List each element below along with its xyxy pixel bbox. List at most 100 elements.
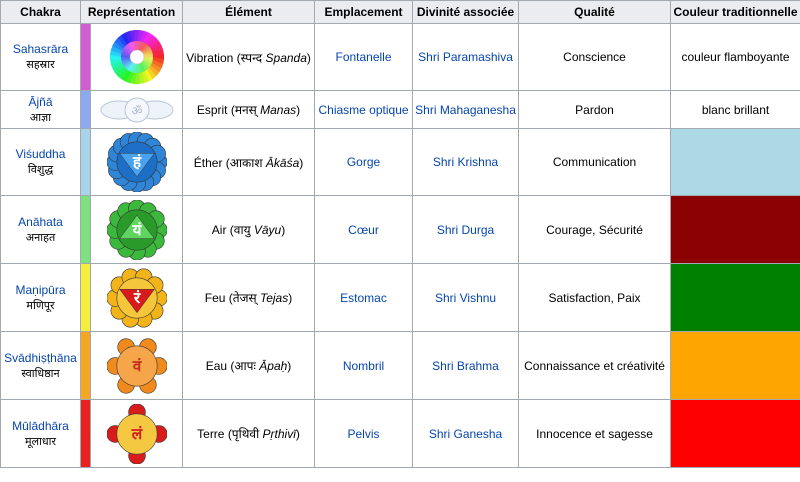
deity-cell: Shri Durga: [412, 195, 520, 264]
table-row: Sahasrāra सहस्रार Vibration (स्पन्द Spanda…: [0, 23, 800, 91]
svg-text:वं: वं: [131, 357, 142, 375]
chakra-devanagari: अनाहत: [25, 230, 56, 244]
element-close: ): [306, 50, 311, 65]
chakra-table: Chakra Représentation Élément Emplacemen…: [0, 0, 800, 468]
element-text: Éther (आकाश: [193, 155, 266, 170]
element-text: Terre (पृथिवी: [197, 427, 263, 441]
location-cell: Pelvis: [314, 399, 414, 468]
traditional-color-cell: blanc brillant: [670, 90, 800, 129]
element-sanskrit: Āpaḥ: [259, 359, 288, 373]
element-close: ): [287, 359, 292, 373]
location-link[interactable]: Nombril: [342, 358, 385, 373]
element-text: Esprit (मनस्: [196, 103, 261, 117]
chakra-name-cell: Svādhiṣṭhāna स्वाधिष्ठान: [0, 331, 81, 400]
table-row: Anāhata अनाहत यं Air (वायु Vāyu) Cœur Shri Du…: [0, 195, 800, 264]
sahasrara-lotus-icon[interactable]: [92, 27, 182, 87]
chakra-name-link[interactable]: Viśuddha: [15, 147, 66, 161]
chakra-name-link[interactable]: Ājñā: [28, 94, 53, 109]
element-sanskrit: Ākāśa: [265, 155, 300, 170]
chakra-color-strip: [80, 128, 91, 196]
traditional-color-cell: [670, 263, 800, 332]
element-close: ): [299, 155, 304, 170]
svg-text:लं: लं: [130, 425, 142, 443]
svg-text:यं: यं: [131, 221, 142, 239]
quality-cell: Communication: [518, 128, 672, 196]
table-row: Mūlādhāra मूलाधार लं Terre (पृथिवी Pṛthivī)…: [0, 399, 800, 468]
chakra-devanagari: स्वाधिष्ठान: [21, 366, 60, 380]
deity-cell: Shri Vishnu: [412, 263, 520, 332]
chakra-name-link[interactable]: Mūlādhāra: [12, 418, 69, 433]
deity-cell: Shri Paramashiva: [412, 23, 520, 91]
deity-link[interactable]: Shri Vishnu: [434, 290, 497, 305]
element-cell: Air (वायु Vāyu): [182, 195, 316, 264]
chakra-name-link[interactable]: Svādhiṣṭhāna: [4, 350, 77, 365]
quality-cell: Courage, Sécurité: [518, 195, 672, 264]
location-cell: Gorge: [314, 128, 414, 196]
chakra-name-cell: Viśuddha विशुद्ध: [0, 128, 81, 196]
chakra-color-strip: [80, 263, 91, 332]
deity-link[interactable]: Shri Durga: [436, 222, 495, 237]
svg-text:ॐ: ॐ: [131, 104, 142, 118]
element-sanskrit: Tejas: [259, 291, 289, 305]
element-sanskrit: Spanda: [265, 50, 307, 65]
quality-cell: Connaissance et créativité: [518, 331, 672, 400]
chakra-name-link[interactable]: Anāhata: [18, 214, 63, 229]
header-chakra: Chakra: [0, 0, 81, 24]
element-text: Eau (आपः: [205, 359, 260, 373]
header-color: Couleur traditionnelle: [670, 0, 800, 24]
traditional-color-cell: [670, 195, 800, 264]
element-cell: Éther (आकाश Ākāśa): [182, 128, 316, 196]
element-close: ): [295, 427, 300, 441]
svadhisthana-lotus-icon[interactable]: वं: [92, 336, 182, 396]
location-link[interactable]: Estomac: [340, 290, 387, 305]
element-cell: Terre (पृथिवी Pṛthivī): [182, 399, 316, 468]
chakra-name-link[interactable]: Maṇipūra: [15, 282, 66, 297]
manipura-lotus-icon[interactable]: रं: [92, 268, 182, 328]
deity-link[interactable]: Shri Krishna: [432, 155, 499, 169]
chakra-name-cell: Ājñā आज्ञा: [0, 90, 81, 129]
element-text: Feu (तेजस्: [204, 291, 260, 305]
traditional-color-cell: [670, 399, 800, 468]
muladhara-lotus-icon[interactable]: लं: [92, 403, 182, 464]
chakra-devanagari: मूलाधार: [25, 434, 56, 448]
vishuddha-lotus-icon[interactable]: हं: [92, 132, 182, 192]
chakra-devanagari: आज्ञा: [29, 110, 52, 124]
element-cell: Esprit (मनस् Manas): [182, 90, 316, 129]
deity-cell: Shri Brahma: [412, 331, 520, 400]
representation-cell: वं: [89, 331, 184, 400]
deity-link[interactable]: Shri Mahaganesha: [415, 102, 516, 117]
location-link[interactable]: Chiasme optique: [318, 102, 409, 117]
chakra-name-cell: Anāhata अनाहत: [0, 195, 81, 264]
representation-cell: [89, 23, 184, 91]
quality-cell: Innocence et sagesse: [518, 399, 672, 468]
traditional-color-cell: [670, 331, 800, 400]
location-link[interactable]: Pelvis: [347, 426, 380, 441]
deity-link[interactable]: Shri Ganesha: [428, 426, 503, 441]
chakra-devanagari: विशुद्ध: [27, 163, 54, 176]
deity-cell: Shri Ganesha: [412, 399, 520, 468]
deity-cell: Shri Krishna: [412, 128, 520, 196]
chakra-name-cell: Sahasrāra सहस्रार: [0, 23, 81, 91]
location-link[interactable]: Cœur: [348, 222, 379, 237]
location-link[interactable]: Fontanelle: [335, 50, 392, 64]
deity-link[interactable]: Shri Paramashiva: [418, 50, 513, 64]
table-row: Maṇipūra मणिपूर रं Feu (तेजस् Tejas) Estomac…: [0, 263, 800, 332]
element-close: ): [281, 223, 286, 237]
representation-cell: लं: [89, 399, 184, 468]
representation-cell: रं: [89, 263, 184, 332]
location-link[interactable]: Gorge: [346, 155, 381, 169]
element-sanskrit: Manas: [260, 103, 297, 117]
deity-link[interactable]: Shri Brahma: [432, 358, 499, 373]
chakra-name-link[interactable]: Sahasrāra: [12, 42, 69, 56]
element-sanskrit: Vāyu: [253, 223, 282, 237]
location-cell: Chiasme optique: [314, 90, 414, 129]
header-quality: Qualité: [518, 0, 672, 24]
header-representation: Représentation: [79, 0, 184, 24]
traditional-color-text: couleur flamboyante: [681, 50, 790, 64]
ajna-third-eye-icon[interactable]: ॐ: [92, 92, 182, 128]
element-text: Air (वायु: [211, 223, 254, 237]
anahata-lotus-icon[interactable]: यं: [92, 199, 182, 260]
location-cell: Fontanelle: [314, 23, 414, 91]
chakra-color-strip: [80, 90, 91, 129]
representation-cell: हं: [89, 128, 184, 196]
